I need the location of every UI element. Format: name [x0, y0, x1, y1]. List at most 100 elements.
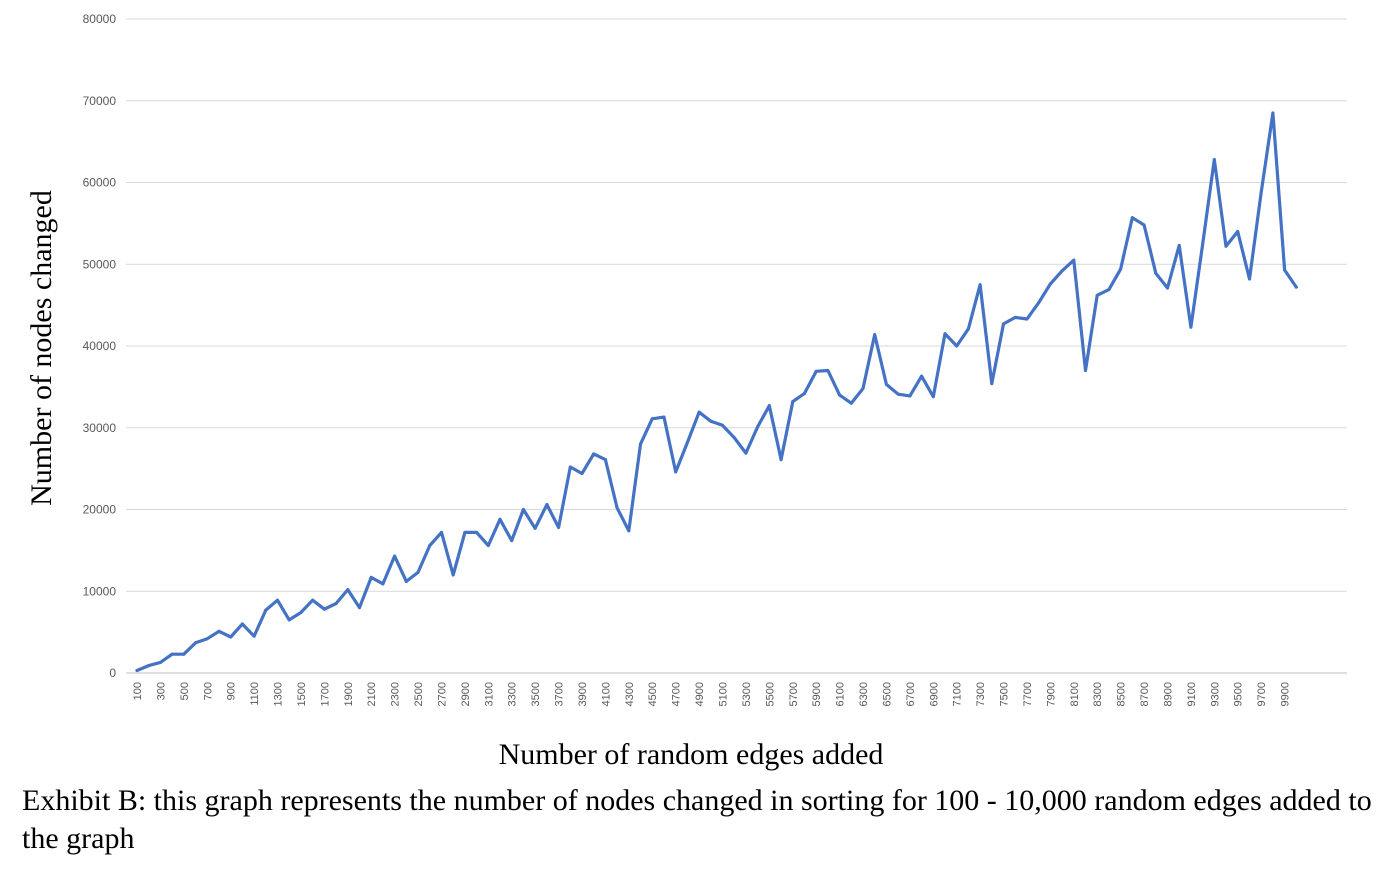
x-tick-label: 700	[202, 682, 214, 700]
data-point	[978, 283, 982, 287]
data-point	[603, 458, 607, 462]
data-point	[533, 526, 537, 530]
y-tick-label: 60000	[83, 176, 117, 190]
x-tick-label: 1500	[296, 682, 308, 706]
data-point	[943, 332, 947, 336]
data-point	[486, 543, 490, 547]
y-tick-label: 20000	[83, 503, 117, 517]
data-point	[557, 525, 561, 529]
data-point	[240, 622, 244, 626]
data-point	[1154, 271, 1158, 275]
y-tick-label: 70000	[83, 94, 117, 108]
x-tick-label: 7700	[1022, 682, 1034, 706]
data-point	[170, 652, 174, 656]
y-tick-label: 40000	[83, 339, 117, 353]
y-tick-label: 80000	[83, 12, 117, 26]
data-point	[908, 394, 912, 398]
data-point	[1201, 243, 1205, 247]
data-point	[744, 451, 748, 455]
data-point	[685, 440, 689, 444]
x-tick-label: 4500	[647, 682, 659, 706]
data-point	[451, 573, 455, 577]
data-point	[521, 508, 525, 511]
data-point	[1283, 268, 1287, 272]
data-point	[802, 391, 806, 395]
x-tick-label: 4300	[624, 682, 636, 706]
x-tick-label: 6500	[881, 682, 893, 706]
data-point	[1177, 243, 1181, 247]
y-tick-label: 30000	[83, 421, 117, 435]
line-chart: 0 10000 20000 30000 40000 50000 60000 70000 8000…	[25, 12, 1347, 706]
data-point	[217, 629, 221, 633]
data-point	[674, 470, 678, 474]
data-point	[791, 400, 795, 404]
series-line	[135, 111, 1298, 673]
x-tick-label: 3300	[507, 682, 519, 706]
x-tick-label: 6900	[928, 682, 940, 706]
x-tick-label: 9700	[1256, 682, 1268, 706]
data-point	[299, 611, 303, 615]
data-point	[1002, 322, 1006, 326]
data-point	[615, 506, 619, 510]
data-point	[346, 588, 350, 592]
x-tick-label: 9900	[1280, 682, 1292, 706]
data-point	[311, 598, 315, 602]
data-point	[639, 442, 643, 446]
data-point	[416, 570, 420, 574]
x-tick-label: 5900	[811, 682, 823, 706]
data-point	[369, 575, 373, 579]
x-axis-label: Number of random edges added	[498, 738, 884, 771]
data-point	[1142, 223, 1146, 227]
x-tick-label: 2500	[413, 682, 425, 706]
x-tick-label: 9300	[1209, 682, 1221, 706]
data-point	[931, 395, 935, 399]
y-axis-label: Number of nodes changed	[25, 190, 58, 506]
data-point	[1013, 315, 1017, 319]
x-tick-label: 3100	[483, 682, 495, 706]
data-point	[767, 404, 771, 408]
data-point	[838, 393, 842, 397]
data-point	[1084, 369, 1088, 373]
data-point	[147, 664, 151, 668]
x-tick-label: 8700	[1139, 682, 1151, 706]
x-tick-label: 9100	[1186, 682, 1198, 706]
data-point	[1189, 325, 1193, 329]
data-point	[1130, 216, 1134, 220]
data-point	[873, 333, 877, 337]
data-point	[1259, 190, 1263, 194]
data-point	[1294, 285, 1298, 289]
data-point	[1212, 158, 1216, 162]
data-point	[334, 602, 338, 606]
gridlines	[126, 18, 1347, 674]
data-point	[627, 529, 631, 533]
y-axis-ticks: 0 10000 20000 30000 40000 50000 60000 70000 8000…	[83, 12, 117, 680]
x-tick-label: 900	[226, 682, 238, 700]
data-point	[756, 425, 760, 429]
x-tick-label: 7900	[1045, 682, 1057, 706]
data-point	[709, 419, 713, 423]
data-point	[1119, 267, 1123, 271]
x-tick-label: 6700	[905, 682, 917, 706]
series-layer	[135, 111, 1298, 673]
data-point	[135, 669, 139, 673]
data-point	[205, 637, 209, 641]
data-point	[884, 382, 888, 386]
data-point	[779, 458, 783, 462]
data-point	[697, 410, 701, 414]
data-point	[1224, 244, 1228, 248]
x-tick-label: 5300	[741, 682, 753, 706]
data-point	[498, 517, 502, 521]
x-tick-label: 3700	[554, 682, 566, 706]
data-point	[428, 543, 432, 547]
x-tick-label: 3500	[530, 682, 542, 706]
data-point	[252, 634, 256, 638]
x-tick-label: 4700	[671, 682, 683, 706]
data-point	[276, 598, 280, 602]
x-tick-label: 100	[132, 682, 144, 700]
x-tick-label: 4900	[694, 682, 706, 706]
x-tick-label: 6300	[858, 682, 870, 706]
data-point	[182, 652, 186, 656]
x-tick-label: 8300	[1092, 682, 1104, 706]
data-point	[463, 530, 467, 534]
x-tick-label: 4100	[600, 682, 612, 706]
